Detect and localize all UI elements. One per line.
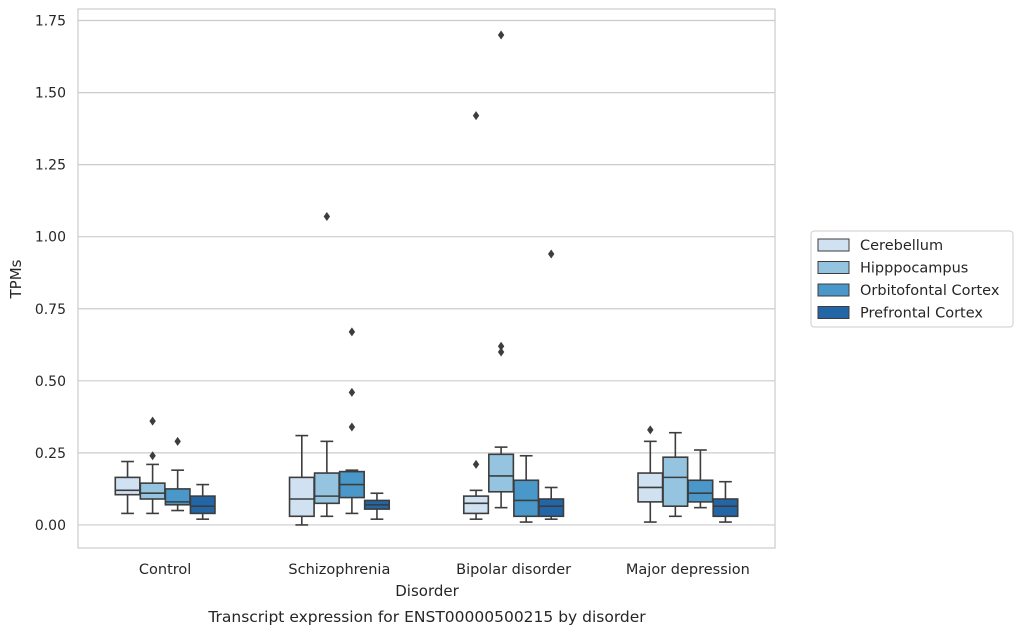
outlier-point bbox=[497, 347, 505, 357]
x-axis-label: Disorder bbox=[395, 582, 459, 600]
box-orbitofontal-cortex bbox=[513, 454, 540, 523]
box-orbitofontal-cortex bbox=[338, 327, 365, 515]
x-tick-label: Bipolar disorder bbox=[456, 562, 571, 578]
outlier-point bbox=[323, 212, 331, 222]
box-iqr bbox=[488, 453, 515, 493]
outlier-point bbox=[472, 111, 480, 121]
box-iqr bbox=[114, 476, 141, 496]
box-hipppocampus bbox=[662, 431, 689, 518]
outlier-point bbox=[497, 341, 505, 351]
outlier-point bbox=[472, 459, 480, 469]
y-tick-label: 1.00 bbox=[35, 230, 66, 246]
x-tick-label: Major depression bbox=[626, 562, 750, 578]
legend-swatch bbox=[817, 238, 850, 252]
box-iqr bbox=[687, 479, 714, 503]
y-tick-labels: 0.00 0.25 0.50 0.75 1.00 1.25 1.50 1.75 bbox=[35, 14, 66, 534]
y-tick-label: 0.00 bbox=[35, 518, 66, 534]
box-iqr bbox=[513, 479, 540, 518]
box-iqr bbox=[662, 456, 689, 508]
box-hipppocampus bbox=[139, 416, 166, 515]
outlier-point bbox=[547, 249, 555, 259]
outlier-point bbox=[149, 451, 156, 461]
x-tick-labels: Control Schizophrenia Bipolar disorder Majo… bbox=[139, 562, 750, 578]
outlier-point bbox=[174, 436, 181, 446]
box-orbitofontal-cortex bbox=[687, 449, 714, 509]
outlier-point bbox=[348, 327, 356, 337]
y-axis-label: TPMs bbox=[7, 259, 25, 299]
legend-swatch bbox=[817, 261, 850, 274]
box-prefrontal-cortex bbox=[712, 480, 739, 523]
box-orbitofontal-cortex bbox=[164, 436, 191, 512]
chart-caption: Transcript expression for ENST0000050021… bbox=[207, 608, 646, 626]
x-tick-label: Control bbox=[139, 562, 191, 578]
box-iqr bbox=[189, 495, 216, 515]
box-cerebellum bbox=[114, 460, 141, 515]
box-iqr bbox=[712, 498, 739, 518]
box-iqr bbox=[139, 482, 166, 500]
legend-swatch bbox=[817, 306, 850, 319]
y-tick-label: 0.25 bbox=[35, 446, 66, 462]
box-prefrontal-cortex bbox=[189, 483, 216, 520]
box-iqr bbox=[288, 476, 315, 518]
plot-frame bbox=[77, 8, 776, 549]
box-iqr bbox=[462, 495, 490, 515]
y-tick-label: 1.25 bbox=[35, 158, 66, 174]
legend-label: Prefrontal Cortex bbox=[860, 306, 983, 322]
legend: Cerebellum Hipppocampus Orbitofontal Corte… bbox=[810, 230, 1014, 328]
outlier-point bbox=[348, 422, 356, 432]
box-cerebellum bbox=[462, 111, 490, 520]
outlier-point bbox=[497, 30, 505, 40]
y-tick-label: 0.75 bbox=[35, 302, 66, 318]
outlier-point bbox=[348, 387, 356, 397]
box-hipppocampus bbox=[313, 212, 340, 518]
legend-label: Orbitofontal Cortex bbox=[860, 283, 1000, 299]
legend-label: Cerebellum bbox=[860, 238, 943, 254]
y-tick-label: 0.50 bbox=[35, 374, 66, 390]
outlier-point bbox=[149, 416, 156, 426]
y-tick-label: 1.75 bbox=[35, 14, 66, 30]
legend-swatch bbox=[817, 283, 850, 297]
outlier-point bbox=[647, 425, 654, 435]
boxes-layer bbox=[114, 30, 739, 526]
legend-frame bbox=[810, 230, 1014, 328]
box-iqr bbox=[313, 472, 340, 505]
box-hipppocampus bbox=[488, 30, 515, 509]
x-tick-label: Schizophrenia bbox=[288, 562, 390, 578]
box-cerebellum bbox=[288, 434, 315, 526]
legend-label: Hipppocampus bbox=[860, 261, 968, 277]
box-cerebellum bbox=[637, 425, 664, 523]
y-tick-label: 1.50 bbox=[35, 86, 66, 102]
box-prefrontal-cortex bbox=[363, 492, 391, 520]
box-iqr bbox=[538, 498, 565, 518]
grid-layer bbox=[78, 19, 775, 526]
box-prefrontal-cortex bbox=[538, 249, 565, 520]
